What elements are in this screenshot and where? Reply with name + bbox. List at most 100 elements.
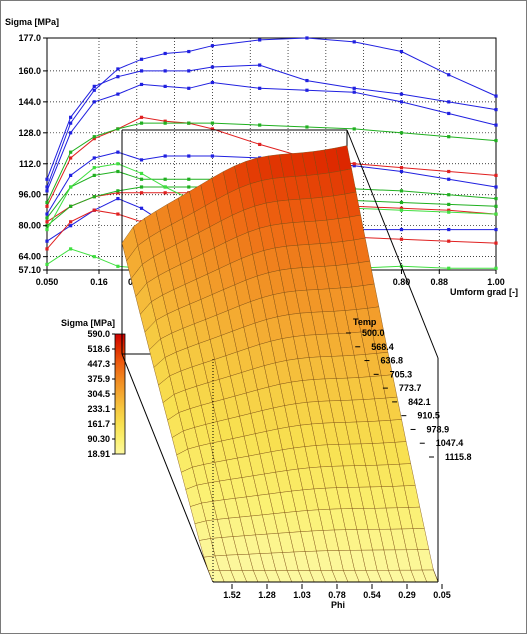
line-chart-y-label: Sigma [MPa] — [5, 17, 59, 27]
phi-tick-label: 0.54 — [363, 590, 381, 600]
box-edge — [346, 129, 439, 359]
data-point — [399, 200, 404, 205]
data-point — [447, 239, 451, 243]
data-point — [494, 204, 498, 208]
surface-legend-title: Sigma [MPa] — [61, 318, 115, 328]
data-point — [69, 115, 73, 119]
legend-tick-label: 590.0 — [87, 329, 110, 339]
data-point — [92, 84, 96, 88]
data-point — [399, 237, 404, 241]
surface-chart: Sigma [MPa] 590.0 518.6 447.3 375.9 304.5 233… — [61, 129, 472, 610]
data-point — [116, 191, 120, 195]
temp-tick-label: 773.7 — [399, 383, 422, 393]
data-point — [69, 247, 73, 251]
data-point — [92, 208, 96, 212]
data-point — [258, 142, 262, 147]
line-series — [45, 63, 498, 181]
data-point — [69, 220, 73, 224]
data-point — [69, 224, 73, 228]
data-point — [399, 92, 404, 96]
data-point — [163, 69, 167, 73]
legend-tick-label: 375.9 — [87, 374, 110, 384]
data-point — [399, 206, 404, 210]
phi-tick-label: 0.29 — [398, 590, 416, 600]
data-point — [187, 86, 191, 90]
x-tick-label: 0.16 — [90, 277, 108, 287]
y-tick-label: 177.0 — [18, 33, 41, 43]
phi-tick-label: 1.52 — [223, 590, 241, 600]
data-point — [116, 75, 120, 79]
surface-mesh — [121, 145, 439, 583]
data-point — [305, 36, 309, 40]
data-point — [92, 100, 96, 104]
temp-tick-label: 705.3 — [390, 369, 413, 379]
data-point — [187, 49, 191, 54]
data-point — [447, 227, 451, 232]
phi-axis-label: Phi — [331, 600, 345, 610]
data-point — [139, 206, 144, 210]
data-point — [210, 80, 215, 85]
legend-colorbar — [114, 333, 126, 455]
data-point — [116, 212, 120, 216]
data-point — [163, 121, 167, 125]
data-point — [494, 241, 498, 245]
data-point — [163, 119, 167, 123]
data-point — [187, 177, 191, 181]
data-point — [305, 88, 309, 92]
y-tick-label: 80.00 — [18, 221, 41, 231]
y-tick-label: 160.0 — [18, 66, 41, 76]
data-point — [116, 127, 120, 131]
data-point — [45, 204, 49, 208]
data-point — [187, 121, 191, 125]
y-tick-label: 128.0 — [18, 128, 41, 138]
data-point — [494, 123, 498, 127]
data-point — [116, 67, 120, 71]
data-point — [45, 200, 49, 205]
series-line — [46, 81, 497, 192]
data-point — [399, 208, 404, 212]
data-point — [494, 227, 498, 232]
data-point — [45, 220, 49, 224]
series-line — [46, 170, 497, 219]
x-tick-label: 0.80 — [393, 277, 411, 287]
data-point — [69, 185, 73, 189]
line-series — [45, 121, 498, 205]
data-point — [92, 166, 96, 170]
data-point — [494, 197, 498, 201]
data-point — [494, 185, 498, 189]
data-point — [163, 191, 167, 195]
y-tick-label: 64.00 — [18, 252, 41, 262]
data-point — [258, 123, 262, 127]
phi-tick-label: 0.78 — [328, 590, 346, 600]
line-chart-x-label: Umform grad [-] — [450, 287, 518, 297]
temp-tick-label: 1115.8 — [445, 452, 472, 462]
data-point — [116, 197, 120, 201]
data-point — [45, 262, 49, 266]
y-tick-label: 96.00 — [18, 190, 41, 200]
data-point — [92, 156, 96, 160]
temp-tick-label: 1047.4 — [436, 438, 464, 448]
data-point — [210, 121, 215, 125]
data-point — [494, 138, 498, 143]
data-point — [139, 158, 144, 162]
data-point — [92, 135, 96, 139]
data-point — [92, 173, 96, 177]
data-point — [305, 78, 309, 83]
data-point — [258, 63, 262, 67]
data-point — [352, 162, 356, 166]
data-point — [494, 107, 498, 112]
data-point — [305, 125, 309, 129]
y-tick-label: 144.0 — [18, 97, 41, 107]
line-series — [45, 150, 498, 216]
data-point — [210, 65, 215, 69]
data-point — [187, 185, 191, 189]
data-point — [447, 202, 451, 207]
data-point — [45, 185, 49, 189]
legend-tick-label: 90.30 — [87, 434, 110, 444]
data-point — [139, 191, 144, 195]
data-point — [116, 189, 120, 193]
data-point — [92, 195, 96, 199]
phi-axis-ticks: 1.52 1.28 1.03 0.78 0.54 0.29 0.05 — [223, 584, 451, 600]
data-point — [399, 166, 404, 170]
